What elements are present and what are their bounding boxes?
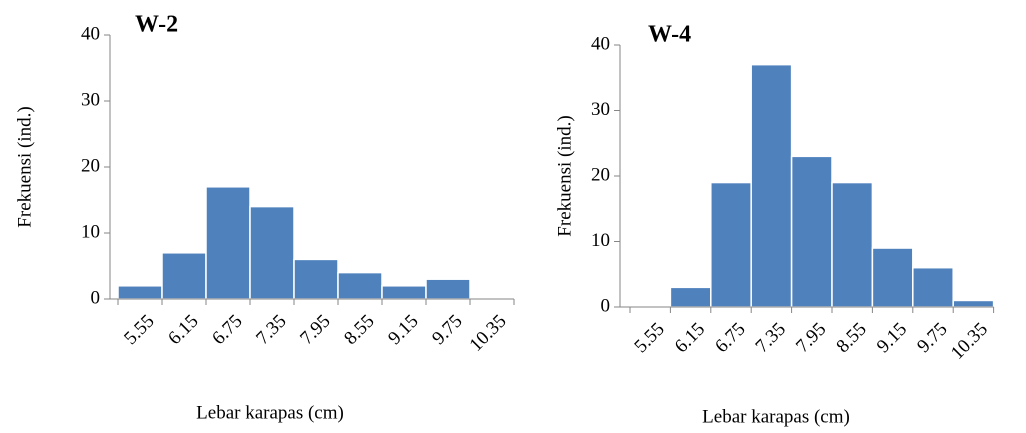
x-tick-label: 10.35	[466, 311, 511, 356]
x-tick-label: 6.15	[671, 319, 709, 357]
bar	[912, 266, 954, 308]
x-axis-title: Lebar karapas (cm)	[702, 406, 850, 427]
y-tick-label: 20	[81, 155, 100, 176]
x-axis-title: Lebar karapas (cm)	[196, 402, 344, 423]
bar	[249, 205, 295, 300]
y-tick-label: 20	[591, 164, 610, 185]
y-tick-label: 10	[81, 221, 100, 242]
x-tick-label: 6.75	[208, 311, 246, 349]
bar	[871, 247, 914, 308]
x-tick-label: 5.55	[630, 319, 668, 357]
y-tick-label: 0	[91, 287, 101, 308]
y-tick-label: 40	[81, 23, 100, 44]
bar	[710, 181, 752, 308]
bar	[750, 63, 793, 308]
bar	[337, 271, 383, 300]
x-tick-label: 6.15	[164, 311, 202, 349]
bar	[790, 155, 833, 308]
x-tick-label: 5.55	[120, 311, 158, 349]
x-tick-label: 8.55	[340, 311, 378, 349]
chart-title: W-2	[135, 12, 178, 38]
bar	[952, 299, 995, 308]
bar	[381, 285, 427, 300]
x-tick-label: 6.75	[711, 319, 749, 357]
chart-title: W-4	[648, 22, 691, 48]
x-tick-label: 7.35	[752, 319, 790, 357]
x-tick-label: 9.75	[428, 311, 466, 349]
x-tick-label: 9.15	[384, 311, 422, 349]
bar	[425, 278, 471, 300]
y-tick-label: 40	[591, 33, 610, 54]
y-tick-label: 0	[601, 295, 611, 316]
x-tick-label: 9.15	[873, 319, 911, 357]
bar	[205, 186, 251, 300]
bar	[117, 285, 163, 300]
bar	[161, 252, 207, 300]
bar	[293, 258, 339, 300]
y-axis-title: Frekuensi (ind.)	[554, 115, 575, 236]
x-tick-label: 8.55	[832, 319, 870, 357]
x-tick-label: 7.95	[296, 311, 334, 349]
y-axis-title: Frekuensi (ind.)	[14, 106, 35, 227]
y-tick-label: 30	[81, 89, 100, 110]
bar	[831, 181, 874, 308]
x-tick-label: 10.35	[947, 319, 992, 364]
y-tick-label: 10	[591, 230, 610, 251]
x-tick-label: 7.35	[252, 311, 290, 349]
x-tick-label: 7.95	[792, 319, 830, 357]
bar	[669, 286, 712, 308]
y-tick-label: 30	[591, 99, 610, 120]
x-tick-label: 9.75	[913, 319, 951, 357]
